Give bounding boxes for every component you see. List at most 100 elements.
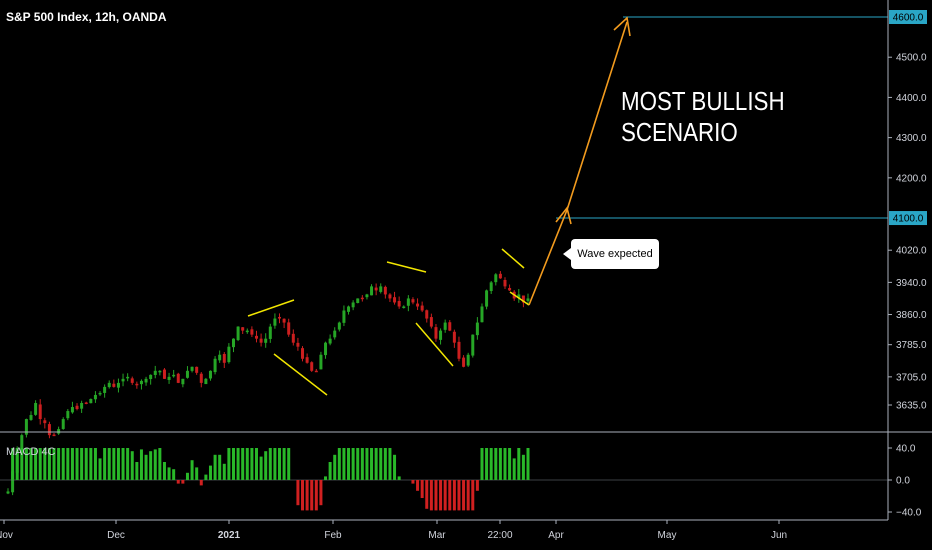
candle-body: [236, 326, 240, 340]
candle-body: [190, 366, 194, 371]
candle-body: [425, 310, 429, 319]
macd-bar: [443, 480, 447, 511]
macd-bar: [195, 467, 199, 480]
candle-body: [402, 306, 406, 308]
macd-bar: [204, 474, 208, 480]
macd-bar: [273, 448, 277, 480]
time-axis[interactable]: Nov Dec 2021 Feb Mar 22:00 Apr May Jun: [0, 520, 787, 541]
candle-body: [162, 369, 166, 379]
price-level-lines: 4600.0 4100.0: [556, 10, 927, 226]
arrowhead-wave: [555, 206, 572, 225]
price-tick-label: 3860.0: [896, 310, 927, 321]
macd-bar: [324, 476, 328, 480]
candle-body: [70, 407, 74, 413]
trend-line: [501, 248, 525, 269]
candle-body: [287, 322, 291, 335]
candle-body: [254, 335, 258, 339]
macd-bar: [75, 448, 79, 480]
macd-bar: [434, 480, 438, 511]
candle-body: [121, 378, 125, 382]
candle-body: [139, 380, 143, 385]
macd-bar: [208, 465, 212, 480]
macd-indicator-label[interactable]: MACD 4C: [6, 446, 56, 458]
macd-bar: [296, 480, 300, 506]
candle-body: [374, 287, 378, 291]
macd-bar: [43, 448, 47, 480]
macd-bar: [337, 448, 341, 480]
macd-bar: [116, 448, 120, 480]
candle-body: [112, 383, 116, 387]
macd-bar: [328, 462, 332, 480]
macd-bar: [176, 480, 180, 484]
candle-body: [411, 299, 415, 303]
candle-body: [356, 298, 360, 304]
macd-bar: [282, 448, 286, 480]
macd-bar: [264, 451, 268, 480]
candle-body: [34, 402, 38, 415]
macd-bar: [103, 448, 107, 480]
macd-bar: [475, 480, 479, 491]
candle-body: [443, 322, 447, 330]
candle-body: [526, 298, 530, 301]
candle-body: [199, 373, 203, 383]
price-tick-label: 3635.0: [896, 401, 927, 412]
candle-body: [282, 318, 286, 323]
candle-body: [181, 378, 185, 385]
candle-body: [485, 290, 489, 307]
macd-bar: [38, 448, 42, 480]
macd-histogram: [0, 448, 888, 511]
candle-body: [498, 273, 502, 279]
candle-body: [351, 302, 355, 308]
macd-bar: [466, 480, 470, 511]
macd-bar: [517, 448, 521, 480]
candle-body: [305, 357, 309, 363]
macd-bar: [158, 448, 162, 480]
candle-body: [103, 386, 107, 393]
macd-bar: [439, 480, 443, 511]
macd-bar: [181, 480, 185, 484]
candle-body: [268, 326, 272, 339]
macd-bar: [374, 448, 378, 480]
candle-body: [213, 358, 217, 373]
candle-body: [158, 370, 162, 373]
candle-body: [245, 330, 249, 333]
time-tick-label: Jun: [771, 530, 787, 541]
macd-bar: [508, 448, 512, 480]
price-tick-label: 3785.0: [896, 340, 927, 351]
macd-bar: [107, 448, 111, 480]
trend-line: [509, 291, 530, 306]
price-tick-label: 4020.0: [896, 246, 927, 257]
macd-bar: [347, 448, 351, 480]
time-tick-label: Dec: [107, 530, 125, 541]
macd-bar: [425, 480, 429, 509]
macd-tick-label: 0.0: [896, 476, 910, 487]
macd-bar: [153, 449, 157, 480]
candle-body: [6, 491, 10, 494]
trend-line: [415, 322, 454, 367]
candle-body: [172, 374, 176, 377]
candle-body: [52, 434, 56, 437]
macd-bar: [471, 480, 475, 511]
macd-bar: [259, 456, 263, 480]
candle-body: [250, 329, 254, 335]
candle-body: [393, 297, 397, 303]
macd-bar: [236, 448, 240, 480]
candle-body: [301, 348, 305, 359]
macd-bar: [393, 454, 397, 480]
macd-bar: [144, 454, 148, 480]
macd-bar: [84, 448, 88, 480]
macd-bar: [222, 463, 226, 480]
price-level-tag: 4600.0: [889, 10, 927, 24]
time-tick-label: May: [658, 530, 677, 541]
macd-bar: [420, 480, 424, 498]
macd-bar: [250, 448, 254, 480]
candle-body: [296, 342, 300, 347]
macd-bar: [310, 480, 314, 511]
macd-bar: [452, 480, 456, 511]
candle-body: [204, 378, 208, 385]
candle-body: [439, 330, 443, 340]
price-axis[interactable]: 3635.0 3705.0 3785.0 3860.0 3940.0 4020.0 4200…: [888, 53, 927, 412]
macd-bar: [98, 458, 102, 480]
macd-bar: [93, 448, 97, 480]
